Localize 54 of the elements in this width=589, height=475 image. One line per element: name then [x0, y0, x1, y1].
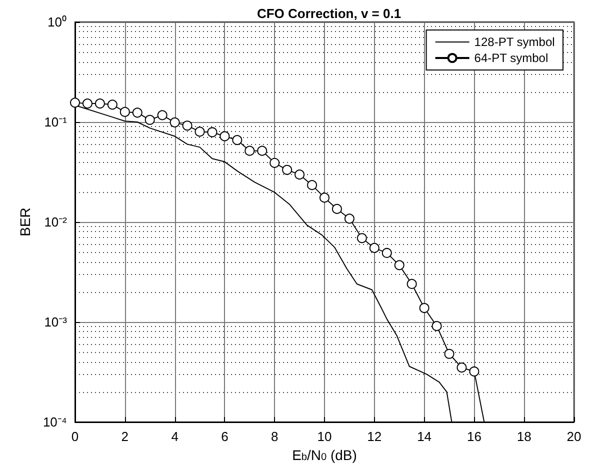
point [419, 303, 430, 314]
x-tick-label: 16 [466, 429, 482, 444]
x-tick-label: 20 [566, 429, 582, 444]
point [456, 362, 467, 373]
y-tick-label: 10⁻³ [44, 314, 68, 330]
point [70, 98, 80, 108]
point [369, 242, 380, 253]
point [444, 348, 454, 359]
point [220, 131, 230, 142]
point [244, 146, 255, 156]
y-tick-label: 10⁰ [48, 14, 67, 30]
point [294, 170, 305, 180]
point [182, 120, 192, 131]
y-tick-label: 10⁻⁴ [42, 414, 67, 430]
y-axis-title: BER [17, 208, 34, 236]
x-tick-label: 8 [270, 429, 278, 444]
point [257, 146, 268, 156]
x-tick-label: 0 [71, 429, 79, 444]
chart-title: CFO Correction, v = 0.1 [256, 6, 402, 21]
x-tick-label: 18 [516, 429, 532, 444]
point [282, 164, 292, 175]
point [207, 127, 218, 138]
point [170, 117, 180, 128]
x-tick-label: 10 [317, 429, 332, 444]
point [432, 321, 442, 332]
point [194, 126, 205, 137]
point [120, 106, 130, 117]
y-tick-label: 10⁻¹ [44, 114, 68, 130]
point [394, 260, 404, 270]
x-tick-label: 4 [171, 429, 178, 444]
x-tick-label: 2 [121, 429, 129, 444]
point [344, 214, 354, 224]
point [270, 158, 280, 168]
point [356, 233, 367, 244]
point [320, 192, 330, 203]
point [82, 98, 92, 109]
point [406, 278, 417, 289]
point [157, 110, 168, 120]
point [382, 248, 392, 258]
x-tick-label: 6 [221, 429, 228, 444]
point [469, 366, 480, 376]
point [107, 100, 118, 110]
legend-label: 128-PT symbol [474, 35, 555, 49]
point [94, 98, 105, 109]
point [232, 135, 242, 146]
x-tick-label: 12 [367, 429, 382, 444]
point [132, 108, 142, 118]
point [332, 204, 342, 214]
point [307, 180, 318, 190]
x-tick-label: 14 [417, 429, 432, 444]
y-tick-label: 10⁻² [44, 214, 68, 230]
point [144, 114, 155, 125]
legend-label: 64-PT symbol [474, 51, 548, 65]
x-axis-title: Eb/N0 (dB) [292, 446, 357, 464]
